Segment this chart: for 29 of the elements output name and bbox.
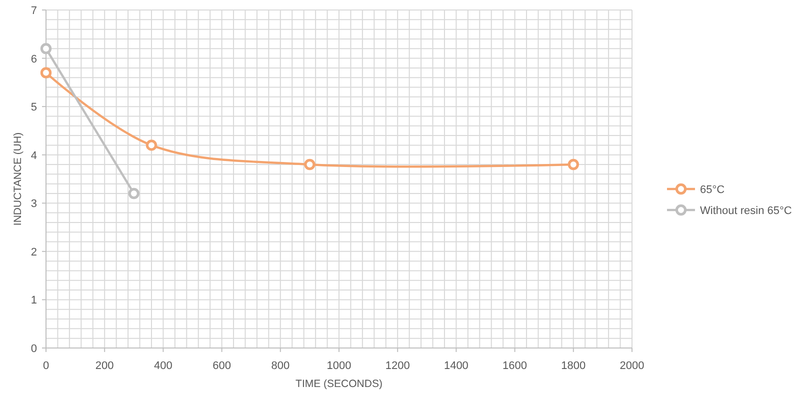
point xyxy=(128,188,140,200)
x-tick-label: 2000 xyxy=(620,360,644,372)
x-tick-label: 1200 xyxy=(385,360,410,372)
point xyxy=(40,43,52,54)
y-tick-label: 5 xyxy=(30,102,37,114)
legend-label: 65°C xyxy=(700,184,725,196)
x-tick-label: 0 xyxy=(42,360,50,372)
point xyxy=(40,67,52,78)
legend-label: Without resin 65°C xyxy=(700,205,792,217)
x-axis-title: TIME (SECONDS) xyxy=(296,378,382,390)
point xyxy=(568,158,579,170)
y-tick-label: 4 xyxy=(30,150,37,162)
x-tick-label: 1400 xyxy=(444,360,468,372)
y-tick-label: 0 xyxy=(30,343,37,355)
y-tick-label: 3 xyxy=(30,198,37,210)
point xyxy=(304,158,316,170)
x-tick-label: 600 xyxy=(212,360,231,372)
x-tick-label: 1600 xyxy=(502,360,528,372)
x-tick-label: 200 xyxy=(95,360,114,372)
x-tick-label: 400 xyxy=(154,360,172,372)
y-axis-title: INDUCTANCE (UH) xyxy=(12,132,24,226)
y-tick-label: 6 xyxy=(30,53,37,66)
point xyxy=(146,140,158,151)
x-tick-label: 800 xyxy=(271,360,290,372)
y-tick-label: 2 xyxy=(30,246,37,258)
x-tick-label: 1800 xyxy=(561,360,586,372)
y-tick-label: 1 xyxy=(30,294,37,307)
x-tick-label: 1000 xyxy=(326,360,352,372)
y-tick-label: 7 xyxy=(30,5,37,17)
